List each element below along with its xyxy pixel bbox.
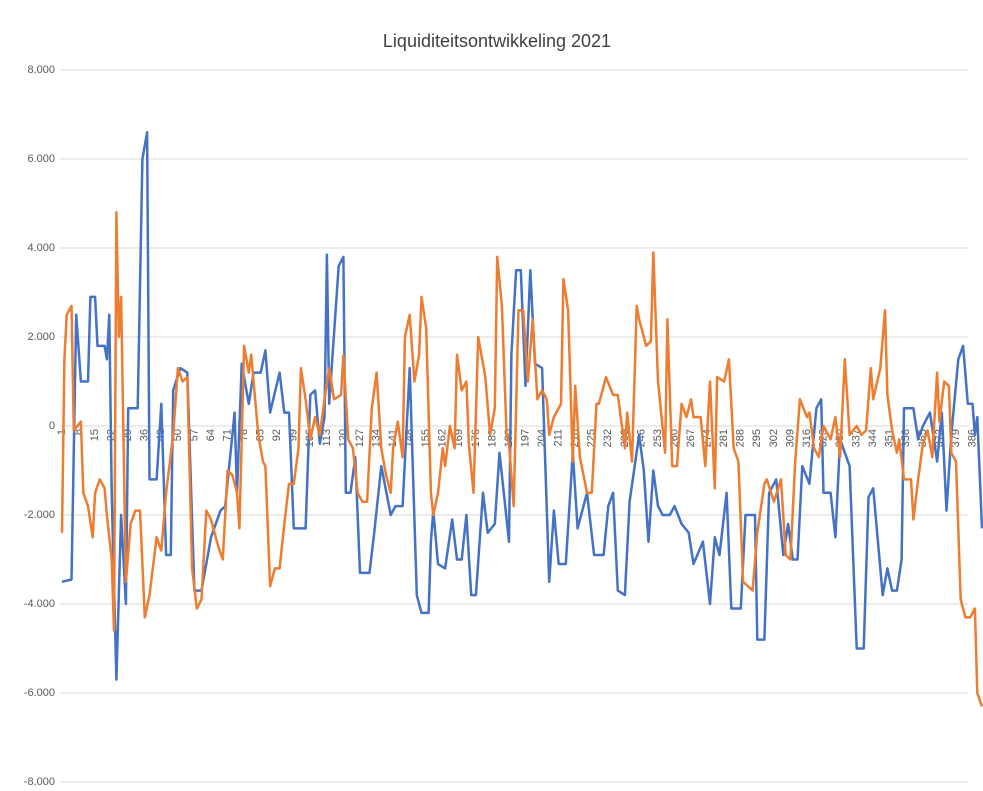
x-tick-label: 57 bbox=[188, 429, 200, 441]
y-tick-label: -6.000 bbox=[24, 687, 55, 699]
x-tick-label: 232 bbox=[602, 429, 614, 447]
x-tick-label: 211 bbox=[553, 429, 565, 447]
line-series bbox=[60, 211, 983, 707]
x-tick-label: 358 bbox=[900, 429, 912, 447]
x-tick-label: 197 bbox=[519, 429, 531, 447]
x-tick-label: 204 bbox=[536, 429, 548, 447]
y-tick-label: -2.000 bbox=[24, 509, 55, 521]
x-tick-label: 127 bbox=[354, 429, 366, 447]
x-tick-label: 316 bbox=[801, 429, 813, 447]
x-tick-label: 71 bbox=[221, 429, 233, 441]
x-tick-label: 309 bbox=[784, 429, 796, 447]
x-tick-label: 85 bbox=[255, 429, 267, 441]
y-tick-label: 6.000 bbox=[27, 153, 55, 165]
y-tick-label: -4.000 bbox=[24, 598, 55, 610]
x-tick-label: 50 bbox=[172, 429, 184, 441]
line-series bbox=[61, 131, 983, 681]
x-tick-label: 295 bbox=[751, 429, 763, 447]
x-tick-label: 162 bbox=[437, 429, 449, 447]
x-tick-label: 344 bbox=[867, 429, 879, 447]
x-tick-label: 253 bbox=[652, 429, 664, 447]
x-tick-label: 281 bbox=[718, 429, 730, 447]
x-tick-label: 267 bbox=[685, 429, 697, 447]
y-tick-label: 4.000 bbox=[27, 242, 55, 254]
x-tick-label: 169 bbox=[453, 429, 465, 447]
x-tick-label: 302 bbox=[768, 429, 780, 447]
x-tick-label: 36 bbox=[139, 429, 151, 441]
x-tick-label: 379 bbox=[950, 429, 962, 447]
x-tick-label: 8 bbox=[72, 429, 84, 435]
x-tick-label: 386 bbox=[966, 429, 978, 447]
x-tick-label: 113 bbox=[321, 429, 333, 447]
y-tick-label: 0 bbox=[49, 420, 55, 432]
x-tick-label: 15 bbox=[89, 429, 101, 441]
x-tick-label: 64 bbox=[205, 429, 217, 441]
x-tick-label: 288 bbox=[735, 429, 747, 447]
y-tick-label: 2.000 bbox=[27, 331, 55, 343]
y-tick-label: -8.000 bbox=[24, 776, 55, 788]
x-tick-label: 92 bbox=[271, 429, 283, 441]
x-tick-label: 1 bbox=[56, 429, 68, 435]
x-tick-label: 183 bbox=[486, 429, 498, 447]
chart-title: Liquiditeitsontwikkeling 2021 bbox=[383, 31, 611, 51]
y-tick-label: 8.000 bbox=[27, 64, 55, 76]
